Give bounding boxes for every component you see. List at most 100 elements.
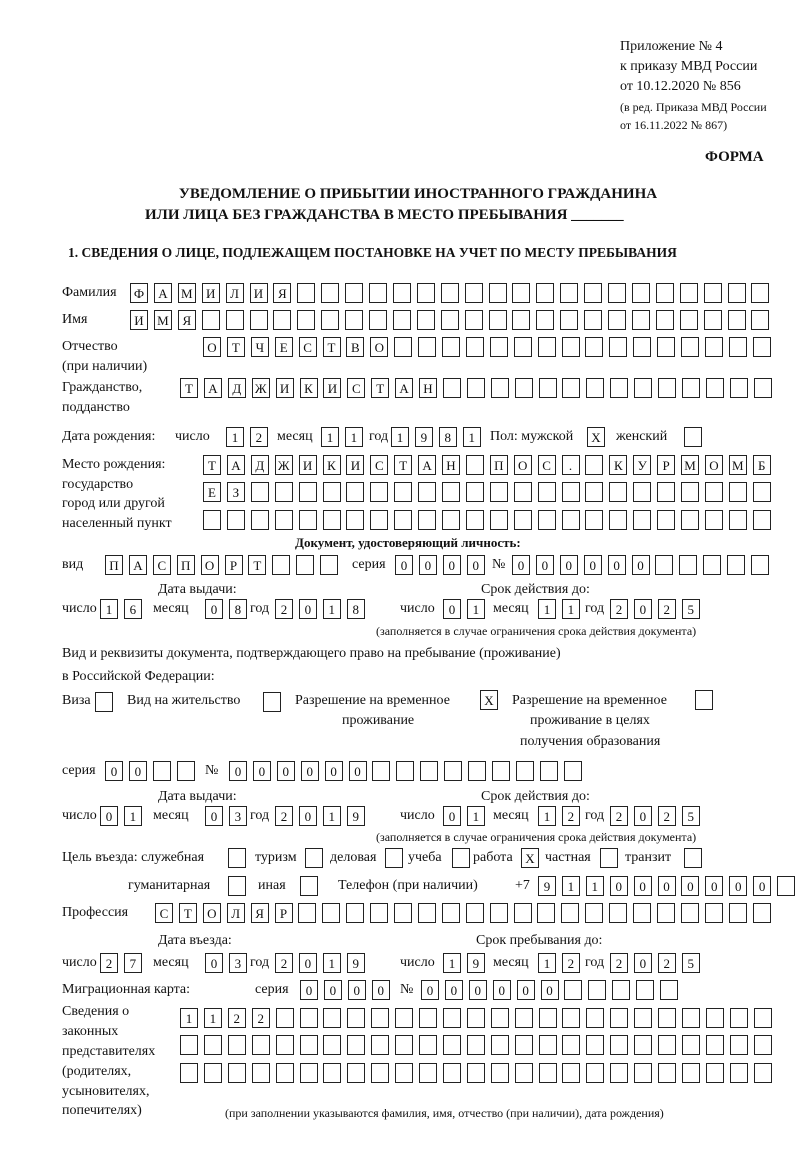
char-cell[interactable] xyxy=(753,1008,772,1028)
char-cell[interactable] xyxy=(695,690,713,710)
char-cell[interactable] xyxy=(536,310,555,330)
char-cell[interactable] xyxy=(491,761,510,781)
char-cell[interactable] xyxy=(633,337,652,357)
char-cell[interactable]: 1 xyxy=(391,427,409,447)
char-cell[interactable] xyxy=(658,1063,676,1083)
char-cell[interactable]: А xyxy=(226,455,245,475)
char-cell[interactable]: 0 xyxy=(298,599,317,619)
char-cell[interactable]: 1 xyxy=(180,1008,198,1028)
char-cell[interactable] xyxy=(658,1035,676,1055)
char-cell[interactable] xyxy=(465,903,484,923)
char-cell[interactable] xyxy=(586,1063,605,1083)
char-cell[interactable] xyxy=(704,482,723,502)
char-cell[interactable] xyxy=(751,310,770,330)
char-cell[interactable]: 2 xyxy=(657,599,676,619)
char-cell[interactable] xyxy=(176,761,195,781)
char-cell[interactable] xyxy=(489,903,508,923)
char-cell[interactable] xyxy=(465,482,484,502)
char-cell[interactable]: 0 xyxy=(421,980,439,1000)
char-cell[interactable] xyxy=(488,310,507,330)
char-cell[interactable] xyxy=(442,378,461,398)
char-cell[interactable] xyxy=(250,482,269,502)
char-cell[interactable]: 5 xyxy=(681,953,700,973)
char-cell[interactable]: 1 xyxy=(443,953,461,973)
char-cell[interactable]: Р xyxy=(657,455,676,475)
char-cell[interactable] xyxy=(588,980,607,1000)
char-cell[interactable]: 1 xyxy=(538,953,556,973)
char-cell[interactable]: А xyxy=(128,555,147,575)
char-cell[interactable] xyxy=(228,876,246,896)
char-cell[interactable] xyxy=(298,903,317,923)
char-cell[interactable]: Т xyxy=(180,378,198,398)
char-cell[interactable]: М xyxy=(153,310,172,330)
char-cell[interactable]: 0 xyxy=(252,761,271,781)
char-cell[interactable]: Д xyxy=(227,378,246,398)
char-cell[interactable] xyxy=(395,1008,414,1028)
char-cell[interactable]: 0 xyxy=(229,761,247,781)
char-cell[interactable] xyxy=(728,482,747,502)
char-cell[interactable] xyxy=(658,1008,676,1028)
char-cell[interactable] xyxy=(609,337,628,357)
char-cell[interactable] xyxy=(418,510,437,530)
char-cell[interactable]: М xyxy=(177,283,196,303)
char-cell[interactable] xyxy=(370,482,389,502)
char-cell[interactable]: 0 xyxy=(300,761,319,781)
char-cell[interactable]: С xyxy=(298,337,317,357)
char-cell[interactable]: 0 xyxy=(633,599,652,619)
char-cell[interactable] xyxy=(299,1063,318,1083)
char-cell[interactable] xyxy=(442,482,460,502)
char-cell[interactable] xyxy=(727,555,746,575)
char-cell[interactable]: Б xyxy=(752,455,771,475)
char-cell[interactable] xyxy=(729,1008,748,1028)
char-cell[interactable]: . xyxy=(561,455,580,475)
char-cell[interactable] xyxy=(539,761,558,781)
char-cell[interactable]: Т xyxy=(178,903,197,923)
char-cell[interactable]: С xyxy=(152,555,171,575)
char-cell[interactable]: П xyxy=(105,555,123,575)
char-cell[interactable] xyxy=(322,903,341,923)
char-cell[interactable] xyxy=(395,1063,414,1083)
char-cell[interactable]: 0 xyxy=(205,599,223,619)
char-cell[interactable]: 1 xyxy=(538,599,556,619)
char-cell[interactable] xyxy=(347,1008,366,1028)
char-cell[interactable] xyxy=(440,283,459,303)
char-cell[interactable] xyxy=(464,283,483,303)
char-cell[interactable] xyxy=(466,1035,485,1055)
char-cell[interactable] xyxy=(300,876,318,896)
char-cell[interactable]: 1 xyxy=(226,427,244,447)
char-cell[interactable]: 0 xyxy=(583,555,602,575)
char-cell[interactable] xyxy=(466,1008,485,1028)
char-cell[interactable]: И xyxy=(249,283,268,303)
char-cell[interactable]: 0 xyxy=(348,761,367,781)
char-cell[interactable] xyxy=(514,1063,533,1083)
char-cell[interactable] xyxy=(227,1035,246,1055)
char-cell[interactable] xyxy=(752,903,771,923)
char-cell[interactable] xyxy=(466,378,485,398)
char-cell[interactable]: Т xyxy=(322,337,341,357)
char-cell[interactable] xyxy=(323,1035,342,1055)
char-cell[interactable]: 1 xyxy=(344,427,363,447)
char-cell[interactable]: 2 xyxy=(610,806,628,826)
char-cell[interactable]: 1 xyxy=(321,427,339,447)
char-cell[interactable]: 2 xyxy=(275,953,293,973)
char-cell[interactable] xyxy=(515,761,534,781)
char-cell[interactable] xyxy=(418,482,437,502)
char-cell[interactable] xyxy=(345,283,364,303)
char-cell[interactable] xyxy=(684,427,702,447)
char-cell[interactable]: М xyxy=(681,455,699,475)
char-cell[interactable]: Р xyxy=(274,903,293,923)
char-cell[interactable] xyxy=(394,337,413,357)
char-cell[interactable]: М xyxy=(728,455,747,475)
char-cell[interactable] xyxy=(704,337,723,357)
char-cell[interactable] xyxy=(371,1035,390,1055)
char-cell[interactable]: Л xyxy=(226,903,245,923)
char-cell[interactable] xyxy=(440,310,459,330)
char-cell[interactable] xyxy=(394,510,413,530)
char-cell[interactable]: С xyxy=(537,455,556,475)
char-cell[interactable] xyxy=(537,510,556,530)
char-cell[interactable]: 1 xyxy=(322,953,341,973)
char-cell[interactable] xyxy=(728,337,747,357)
char-cell[interactable] xyxy=(584,283,603,303)
char-cell[interactable]: Ж xyxy=(274,455,293,475)
char-cell[interactable]: Н xyxy=(442,455,460,475)
